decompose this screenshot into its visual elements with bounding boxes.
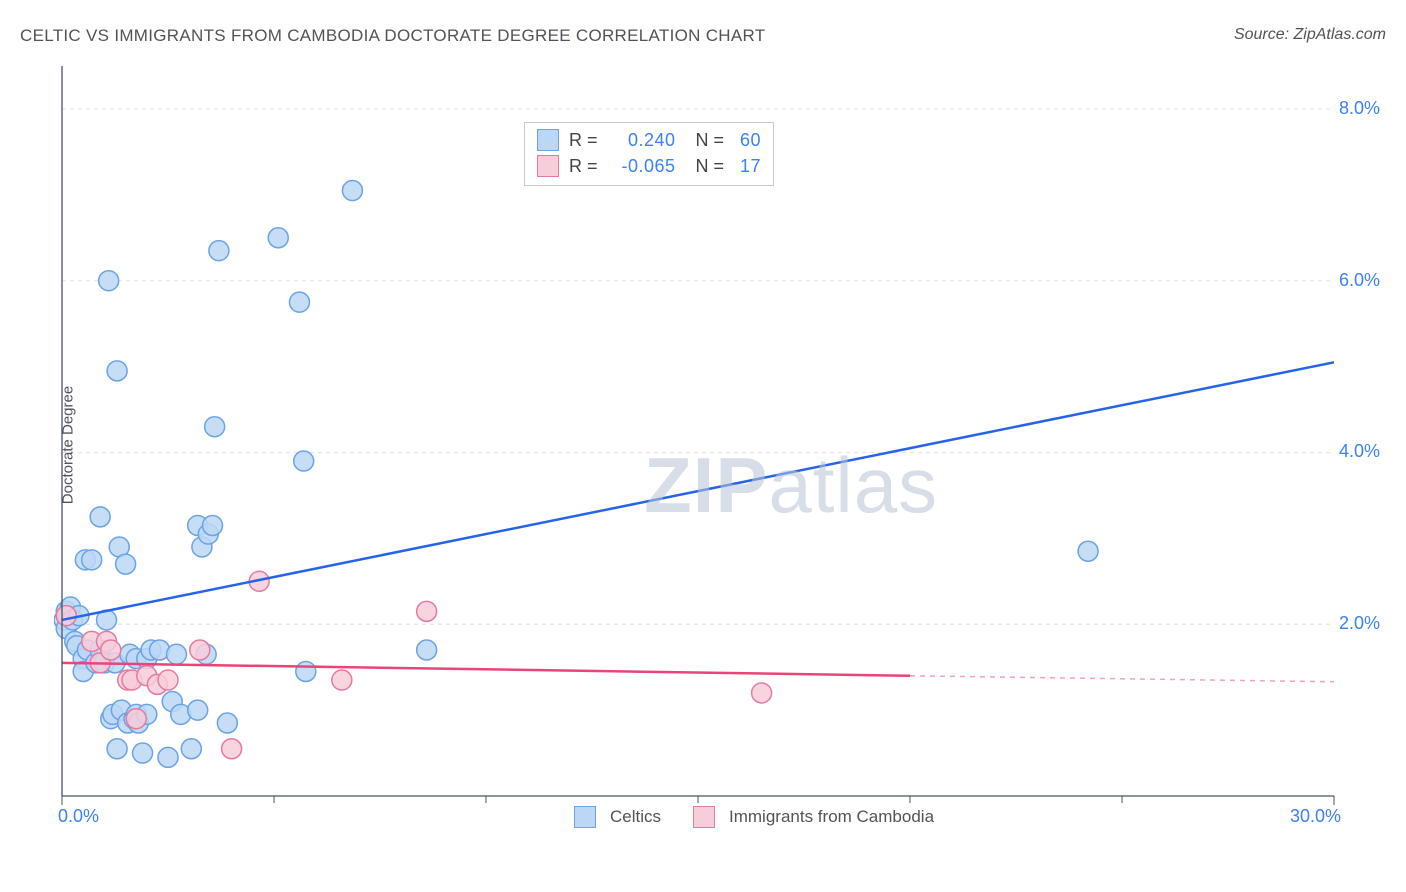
y-axis-label: Doctorate Degree [60,386,77,504]
x-tick-label: 0.0% [58,806,99,827]
legend-r-value: 0.240 [614,130,676,151]
legend-n n-label: N = [696,130,725,151]
legend-stats-row: R = -0.065 N = 17 [537,153,761,179]
legend-swatch [693,806,715,828]
legend-r-value: -0.065 [614,156,676,177]
correlation-chart: Doctorate Degree ZIPatlas R =0.240N =60R… [54,60,1384,830]
x-tick-label: 30.0% [1290,806,1341,827]
legend-r-label: R = [569,130,598,151]
legend-swatch [574,806,596,828]
legend-series-label: Celtics [610,807,661,827]
chart-title: CELTIC VS IMMIGRANTS FROM CAMBODIA DOCTO… [20,26,765,46]
legend-n-value: 17 [740,156,761,177]
legend-series-label: Immigrants from Cambodia [729,807,934,827]
legend-n n-label: N = [696,156,725,177]
source-attribution: Source: ZipAtlas.com [1234,26,1386,44]
y-tick-label: 2.0% [1339,613,1380,634]
legend-swatch [537,155,559,177]
legend-correlation-stats: R = 0.240 N = 60 R = -0.065 N = 17 [524,122,774,186]
y-tick-label: 8.0% [1339,98,1380,119]
legend-n-value: 60 [740,130,761,151]
legend-stats-row: R = 0.240 N = 60 [537,127,761,153]
legend-r-label: R = [569,156,598,177]
y-tick-label: 6.0% [1339,270,1380,291]
legend-swatch [537,129,559,151]
y-tick-label: 4.0% [1339,441,1380,462]
legend-series: Celtics Immigrants from Cambodia [574,806,952,828]
